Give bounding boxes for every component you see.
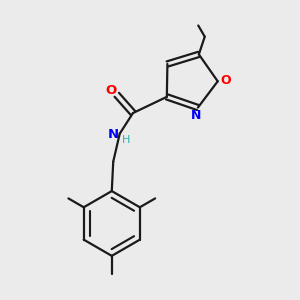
Text: O: O (105, 85, 116, 98)
Text: N: N (191, 109, 202, 122)
Text: O: O (220, 74, 231, 87)
Text: N: N (108, 128, 119, 141)
Text: H: H (122, 135, 130, 145)
